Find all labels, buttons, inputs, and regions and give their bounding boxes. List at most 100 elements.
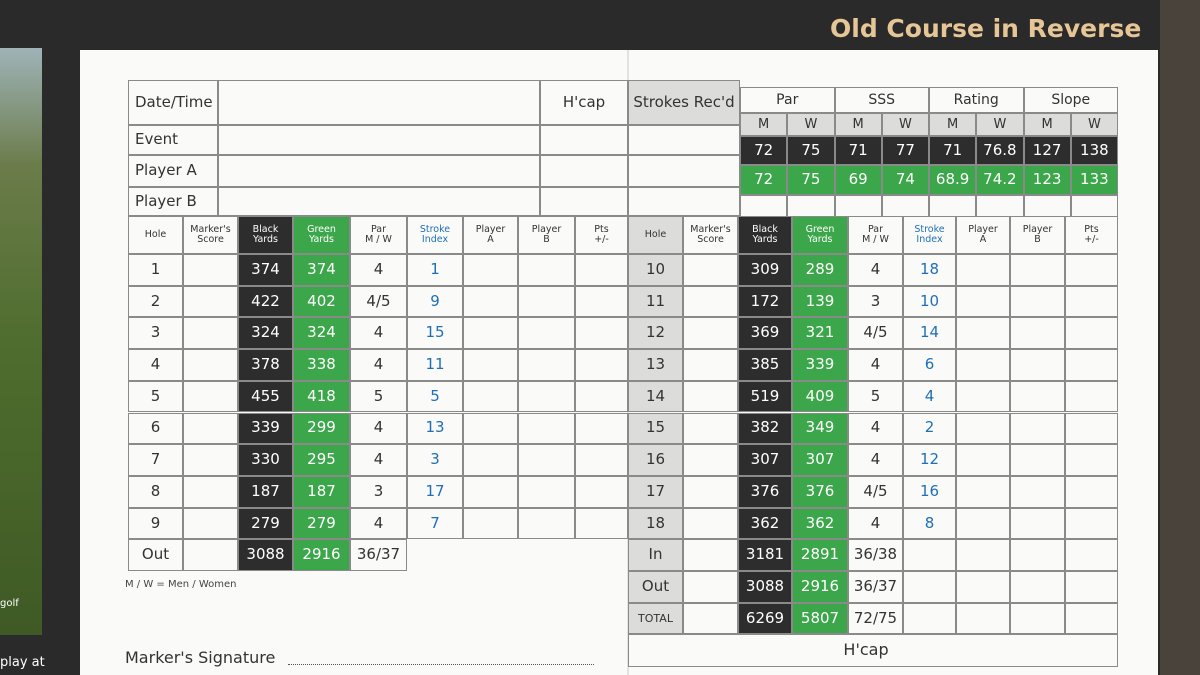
hole-data: 7 (128, 444, 183, 476)
hole-data: 3 (407, 444, 463, 476)
hole-data: 362 (738, 507, 792, 540)
rating-green: 123 (1023, 165, 1071, 195)
cell-text: A (979, 234, 987, 245)
column-header: Pts +/- (575, 216, 628, 254)
total-data: Out (628, 571, 683, 603)
hole-data: 4 (848, 254, 903, 286)
total-field (956, 539, 1010, 571)
cell-text: 382 (750, 418, 780, 437)
detail-label: Player A (128, 155, 218, 187)
cell-text: 519 (750, 386, 780, 405)
score-field (518, 380, 575, 413)
rating-group: Rating (929, 87, 1024, 113)
total-data: Out (128, 539, 183, 571)
detail-label: Player B (128, 187, 218, 216)
cell-text: Hole (644, 229, 667, 241)
hole-data: 279 (293, 507, 350, 540)
total-field (903, 539, 956, 571)
score-field (956, 475, 1010, 508)
detail-label: Event (128, 125, 218, 155)
total-field (1065, 571, 1118, 603)
hole-data: 3 (848, 285, 903, 318)
cell-text: 36/37 (356, 545, 401, 564)
hcap-row (628, 634, 1118, 668)
cell-text: 376 (805, 481, 835, 500)
cell-text: Out (641, 576, 670, 595)
rating-black: 72 (740, 136, 788, 165)
hole-data: 4/5 (350, 285, 407, 318)
total-field (1065, 539, 1118, 571)
cell-text: Event (135, 130, 178, 149)
total-field (683, 602, 738, 635)
cell-text: 5 (150, 386, 161, 405)
hole-data: 4 (128, 349, 183, 381)
rating-black: 76.8 (976, 136, 1024, 165)
hole-data: 295 (293, 444, 350, 476)
column-header: Stroke Index (407, 216, 463, 254)
cell-text: 4 (373, 259, 384, 278)
cell-text: M (758, 116, 770, 132)
cell-text: Player (1022, 224, 1053, 236)
strokes-field (628, 125, 740, 155)
hcap-field: H'cap (540, 80, 628, 125)
detail-field (218, 80, 540, 125)
cell-text: 123 (1032, 170, 1062, 189)
cell-text: M (852, 116, 864, 132)
hole-data: 2 (903, 412, 956, 445)
hole-data: 385 (738, 349, 792, 381)
rating-sub: W (787, 113, 835, 136)
cell-text: Marker's (690, 224, 731, 236)
hole-data: 279 (238, 507, 293, 540)
cell-text: 299 (307, 418, 336, 437)
cell-text: 139 (805, 291, 835, 310)
cell-text: 6 (150, 418, 161, 437)
cell-text: 418 (307, 386, 336, 405)
score-field (956, 412, 1010, 445)
cell-text: Marker's (190, 224, 231, 236)
cell-text: Out (141, 545, 170, 564)
score-field (683, 317, 738, 350)
total-data: 36/37 (848, 571, 903, 603)
hole-data: 5 (128, 380, 183, 413)
hole-data: 4 (903, 380, 956, 413)
total-data: 2916 (792, 571, 848, 603)
cell-text: 324 (307, 323, 336, 342)
cell-text: Green (805, 224, 835, 236)
rating-sub: M (740, 113, 788, 136)
column-header: Player B (518, 216, 575, 254)
cell-text: 5 (870, 386, 881, 405)
hole-data: 4 (350, 412, 407, 445)
total-field (1010, 539, 1065, 571)
cell-text: 4 (870, 355, 881, 374)
total-field (683, 539, 738, 571)
total-data: 6269 (738, 602, 792, 635)
total-data: 2891 (792, 539, 848, 571)
cell-text: 4 (373, 355, 384, 374)
hole-data: 362 (792, 507, 848, 540)
cell-text: 295 (307, 450, 336, 469)
column-header: Marker's Score (683, 216, 738, 254)
score-field (463, 254, 518, 286)
hole-data: 374 (293, 254, 350, 286)
cell-text: 2916 (800, 576, 840, 595)
rating-group: SSS (834, 87, 929, 113)
cell-text: 369 (750, 323, 780, 342)
hole-data: 307 (738, 444, 792, 476)
title: Old Course in Reverse (830, 14, 1142, 43)
cell-text: Yards (752, 234, 778, 245)
score-field (518, 285, 575, 318)
cell-text: 36/38 (853, 545, 898, 564)
score-field (956, 507, 1010, 540)
hole-data: 4 (848, 507, 903, 540)
cell-text: Hole (144, 229, 167, 241)
hole-data: 14 (903, 317, 956, 350)
cell-text: Date/Time (135, 92, 213, 111)
cell-text: 5 (430, 386, 440, 405)
cell-text: Player (531, 224, 562, 236)
cell-text: 376 (750, 481, 780, 500)
cell-text: 13 (645, 355, 666, 374)
cell-text: 3 (430, 450, 440, 469)
cell-text: 74 (895, 170, 915, 189)
hole-data: 5 (848, 380, 903, 413)
